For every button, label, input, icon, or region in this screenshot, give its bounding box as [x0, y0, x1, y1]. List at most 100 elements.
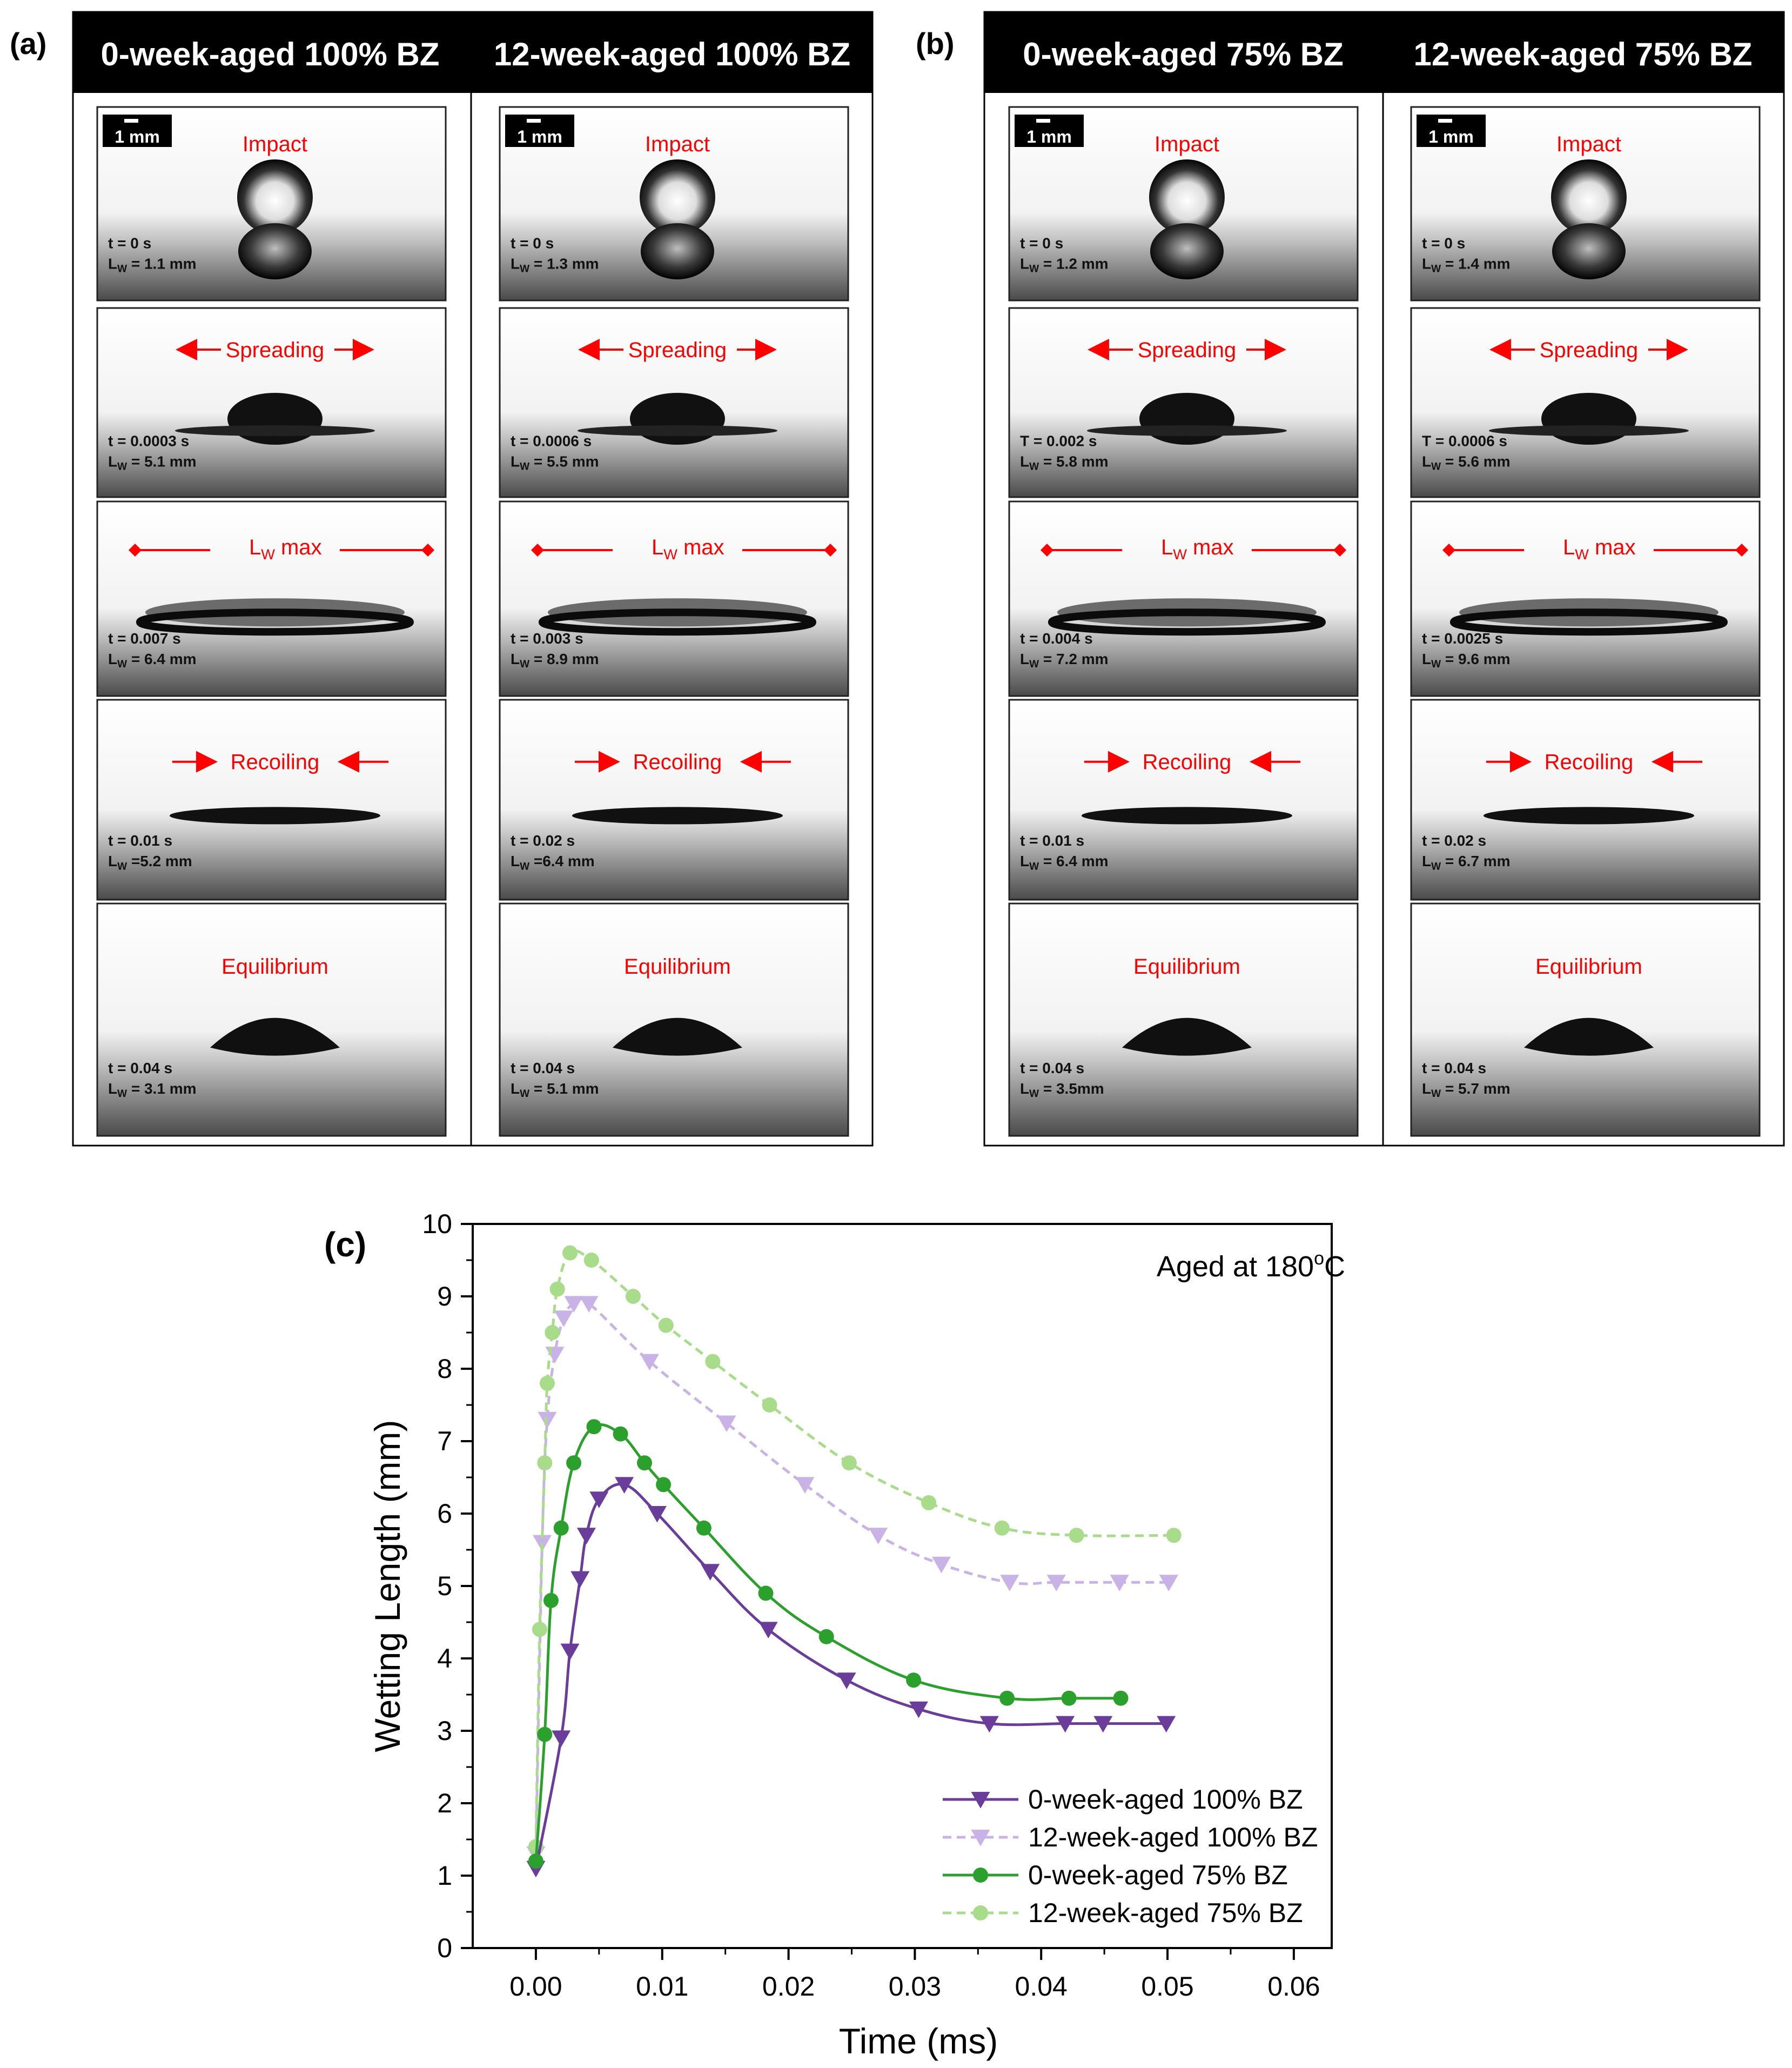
droplet-shape — [612, 1018, 742, 1056]
droplet-shape — [1081, 807, 1292, 825]
frame-time: t = 0.04 s — [1020, 1060, 1084, 1076]
data-point — [589, 1491, 609, 1508]
frame-wetting-length: LW = 5.1 mm — [511, 1080, 599, 1100]
data-point — [762, 1397, 777, 1413]
scale-bar-label: 1 mm — [115, 127, 160, 146]
frame-wetting-length: LW =5.2 mm — [108, 853, 192, 872]
drop-frame-sphere: Impact t = 0 s LW = 1.3 mm 1 mm — [499, 106, 849, 302]
frame-time: t = 0 s — [1020, 235, 1063, 251]
drop-frame-max: LW max t = 0.007 s LW = 6.4 mm — [96, 500, 447, 697]
stage-label: Equilibrium — [624, 955, 731, 979]
frame-time: t = 0.0003 s — [108, 433, 189, 450]
droplet-reflection — [1552, 223, 1626, 279]
chart-legend: 0-week-aged 100% BZ 12-week-aged 100% BZ 0… — [943, 1784, 1318, 1928]
series-line — [534, 1249, 1174, 1847]
droplet — [612, 1018, 742, 1056]
drop-frame-max: LW max t = 0.0025 s LW = 9.6 mm — [1410, 500, 1761, 697]
series-4 — [528, 1245, 1182, 1855]
data-point — [553, 1520, 569, 1536]
panel-a: (a) 0-week-aged 100% BZ 12-week-aged 100… — [10, 11, 874, 1147]
data-point — [906, 1672, 922, 1688]
panel-b-col1-header: 0-week-aged 75% BZ — [1023, 36, 1344, 72]
legend-item: 12-week-aged 100% BZ — [943, 1822, 1318, 1852]
stage-label: Impact — [1155, 132, 1219, 156]
stage-label: Recoiling — [1545, 751, 1634, 774]
droplet-rim — [538, 608, 816, 636]
droplet-shape — [1488, 393, 1689, 445]
drop-image — [1410, 699, 1761, 901]
droplet — [169, 807, 380, 825]
panel-c-chart: (c) 0.00 0.01 0.02 0.03 0.04 0.05 0.06 0 1 2 3 4 5 6 7… — [324, 1209, 1345, 2061]
panel-a-label: (a) — [10, 26, 46, 61]
frame-time: t = 0.01 s — [1020, 832, 1084, 849]
data-point — [909, 1701, 928, 1718]
drop-frame-spread: Spreading T = 0.0006 s LW = 5.6 mm — [1410, 307, 1761, 498]
frame-wetting-length: LW = 3.1 mm — [108, 1080, 196, 1100]
frame-wetting-length: LW = 6.4 mm — [1020, 853, 1108, 872]
stage-diamond-marker — [1442, 544, 1455, 557]
droplet — [1122, 1018, 1252, 1056]
panel-a-frames: Impact t = 0 s LW = 1.1 mm 1 mm Spreading t =… — [96, 106, 849, 1137]
data-point — [1000, 1575, 1019, 1591]
data-point — [931, 1556, 951, 1574]
droplet — [639, 159, 715, 235]
data-point — [562, 1245, 578, 1261]
stage-label: LW max — [249, 536, 322, 563]
data-point — [537, 1726, 553, 1742]
data-point — [576, 1528, 596, 1544]
droplet-film — [1488, 425, 1689, 436]
panel-b-frames: Impact t = 0 s LW = 1.2 mm 1 mm Spreading T =… — [1008, 106, 1761, 1137]
droplet — [1139, 393, 1234, 445]
data-point — [549, 1281, 565, 1297]
droplet — [1551, 159, 1627, 235]
droplet-shape — [572, 807, 783, 825]
droplet-rim — [136, 608, 414, 636]
data-point — [1069, 1528, 1084, 1543]
legend-marker — [971, 1792, 990, 1809]
chart-x-axis-label: Time (ms) — [839, 2021, 998, 2061]
data-point — [869, 1528, 888, 1544]
drop-image — [499, 500, 849, 697]
droplet-shape — [1122, 1018, 1252, 1056]
stage-label: LW max — [1161, 536, 1234, 563]
legend-label: 12-week-aged 75% BZ — [1028, 1898, 1303, 1928]
frame-time: t = 0.007 s — [108, 630, 181, 647]
droplet-reflection — [238, 223, 312, 279]
legend-marker — [973, 1905, 988, 1920]
drop-frame-spread: Spreading t = 0.0006 s LW = 5.5 mm — [499, 307, 849, 498]
droplet-film — [577, 425, 777, 436]
legend-item: 0-week-aged 100% BZ — [943, 1784, 1303, 1815]
stage-label: Impact — [645, 132, 710, 156]
frame-time: t = 0.02 s — [511, 832, 575, 849]
droplet — [227, 393, 323, 445]
droplet-shape — [174, 393, 375, 445]
legend-item: 12-week-aged 75% BZ — [943, 1898, 1303, 1928]
panel-b-header-bar — [984, 12, 1784, 93]
data-point — [1093, 1716, 1113, 1733]
drop-frame-equil: Equilibrium t = 0.04 s LW = 3.5mm — [1008, 902, 1359, 1137]
drop-frame-equil: Equilibrium t = 0.04 s LW = 3.1 mm — [96, 902, 447, 1137]
legend-label: 0-week-aged 75% BZ — [1028, 1860, 1288, 1890]
drop-frame-recoil: Recoiling t = 0.01 s LW =5.2 mm — [96, 699, 447, 901]
frame-wetting-length: LW = 1.2 mm — [1020, 255, 1108, 275]
frame-wetting-length: LW = 6.4 mm — [108, 651, 196, 670]
droplet-reflection — [640, 223, 714, 279]
frame-wetting-length: LW = 3.5mm — [1020, 1080, 1104, 1100]
droplet-shape — [1086, 393, 1287, 445]
y-tick-label: 8 — [437, 1354, 452, 1384]
y-tick-label: 3 — [437, 1716, 452, 1746]
frame-time: t = 0.01 s — [108, 832, 172, 849]
drop-frame-recoil: Recoiling t = 0.02 s LW = 6.7 mm — [1410, 699, 1761, 901]
stage-diamond-marker — [531, 544, 544, 557]
stage-label: Spreading — [1138, 338, 1236, 362]
data-point — [921, 1495, 937, 1510]
frame-wetting-length: LW =6.4 mm — [511, 853, 595, 872]
data-point — [1046, 1575, 1066, 1591]
y-tick-label: 4 — [437, 1643, 452, 1674]
panel-a-header-bar — [73, 12, 872, 93]
data-point — [552, 1730, 571, 1748]
data-point — [841, 1455, 857, 1471]
stage-label: Impact — [1556, 132, 1621, 156]
stage-diamond-marker — [1735, 544, 1748, 557]
data-point — [543, 1592, 559, 1608]
